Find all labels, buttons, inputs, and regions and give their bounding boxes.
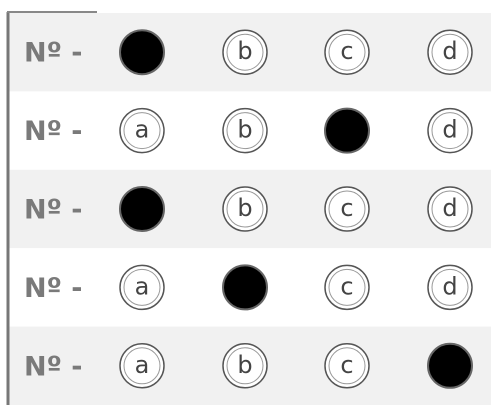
option-letter: b xyxy=(237,351,252,379)
bubble-outer xyxy=(427,186,473,232)
bubble-outer xyxy=(119,107,165,154)
bubble-inner xyxy=(226,112,264,150)
bubble-outer xyxy=(222,186,268,232)
option-letter: a xyxy=(135,272,150,300)
option-letter: b xyxy=(237,37,252,65)
bubble-outer xyxy=(427,29,473,75)
bubble-inner xyxy=(431,33,469,71)
bubble-inner xyxy=(226,347,264,385)
option-letter: d xyxy=(442,272,457,300)
bubble-inner xyxy=(328,190,366,228)
option-letter: b xyxy=(237,116,252,144)
bubble-inner xyxy=(226,190,264,228)
row-label: Nº - xyxy=(24,116,82,147)
option-letter: c xyxy=(340,194,353,222)
bubble-inner xyxy=(328,33,366,71)
filled-bubble xyxy=(427,342,473,389)
option-letter: c xyxy=(340,37,353,65)
bubble-inner xyxy=(328,268,366,306)
option-letter: b xyxy=(237,194,252,222)
bubble-inner xyxy=(431,190,469,228)
option-letter: c xyxy=(340,272,353,300)
option-letter: a xyxy=(135,351,150,379)
row-label: Nº - xyxy=(24,195,82,226)
filled-bubble xyxy=(119,186,165,232)
row-label: Nº - xyxy=(24,351,82,382)
bubble-outer xyxy=(222,29,268,75)
filled-bubble xyxy=(222,264,268,311)
row-label: Nº - xyxy=(24,38,82,69)
bubble-outer xyxy=(324,186,370,232)
bubble-outer xyxy=(119,264,165,311)
bubble-outer xyxy=(427,264,473,311)
bubble-inner xyxy=(431,268,469,306)
bubble-outer xyxy=(222,107,268,154)
bubble-outer xyxy=(119,343,165,389)
bubble-outer xyxy=(222,343,268,389)
bubble-inner xyxy=(123,347,161,385)
row-label: Nº - xyxy=(24,273,82,304)
option-letter: d xyxy=(442,116,457,144)
filled-bubble xyxy=(324,107,370,154)
option-letter: a xyxy=(135,116,150,144)
filled-bubble xyxy=(119,29,165,76)
bubble-inner xyxy=(431,112,469,150)
bubble-inner xyxy=(123,112,161,150)
option-letter: c xyxy=(340,351,353,379)
bubble-inner xyxy=(328,347,366,385)
bubble-inner xyxy=(226,33,264,71)
bubble-outer xyxy=(324,29,370,75)
bubble-outer xyxy=(324,264,370,311)
option-letter: d xyxy=(442,194,457,222)
bubble-outer xyxy=(324,343,370,389)
bubble-inner xyxy=(123,268,161,306)
option-letter: d xyxy=(442,37,457,65)
bubble-outer xyxy=(427,107,473,154)
